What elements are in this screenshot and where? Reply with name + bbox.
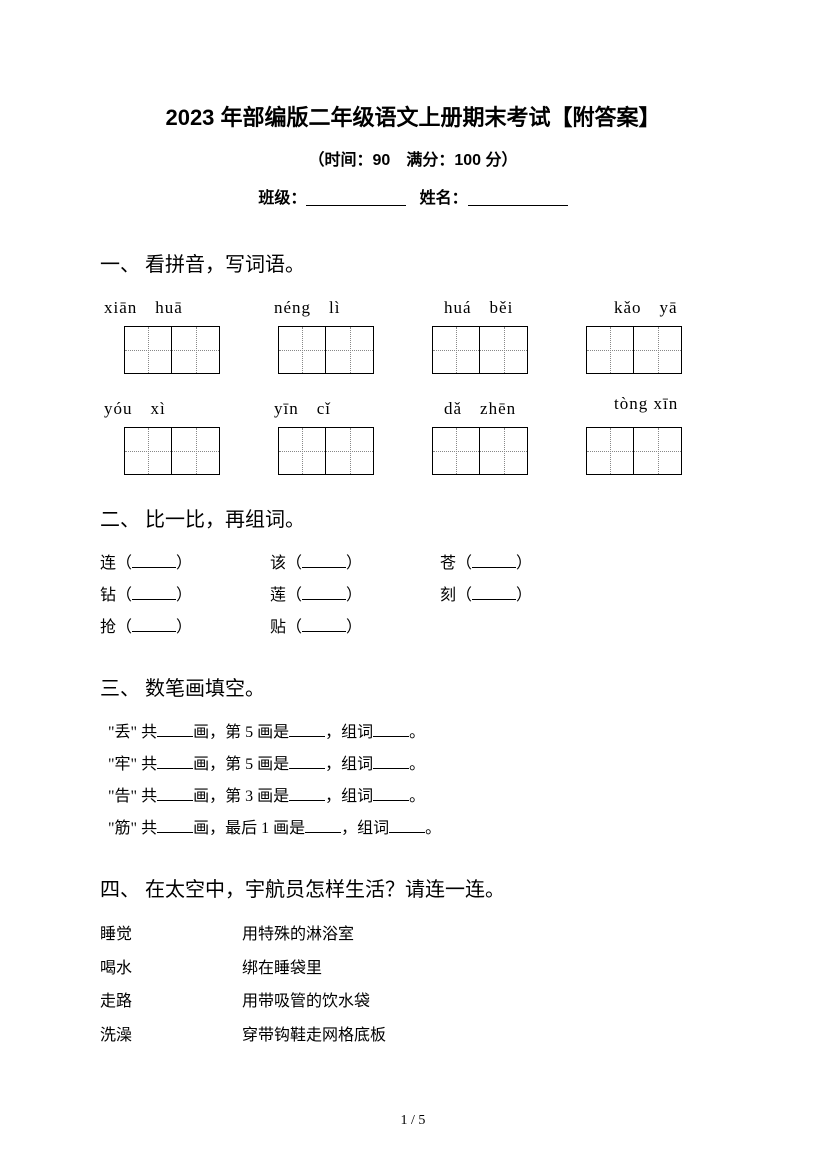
answer-blank[interactable] (302, 618, 346, 632)
answer-blank[interactable] (289, 755, 325, 769)
stroke-line: "告" 共画，第 3 画是，组词。 (100, 781, 726, 813)
char-box-group[interactable] (432, 427, 528, 475)
subtitle: （时间：90 满分：100 分） (100, 146, 726, 170)
section-2-title: 二、 比一比，再组词。 (100, 503, 726, 532)
stroke-line: "牢" 共画，第 5 画是，组词。 (100, 749, 726, 781)
match-item[interactable]: 走路 (100, 985, 132, 1019)
char-box-group[interactable] (278, 326, 374, 374)
compare-grid: 连（） 该（） 苍（） 钻（） 莲（） 刻（） 抢（） 贴（） (100, 548, 726, 644)
stroke-line: "筋" 共画，最后 1 画是，组词。 (100, 813, 726, 845)
box-row-1 (100, 326, 726, 374)
answer-blank[interactable] (373, 723, 409, 737)
answer-blank[interactable] (373, 755, 409, 769)
pinyin-group: tòng xīn (614, 394, 726, 419)
compare-item: 抢（） (100, 612, 230, 644)
answer-blank[interactable] (472, 586, 516, 600)
answer-blank[interactable] (289, 787, 325, 801)
answer-blank[interactable] (157, 723, 193, 737)
pinyin-group: dǎ zhēn (444, 394, 556, 419)
char-box-group[interactable] (432, 326, 528, 374)
section-4-title: 四、 在太空中，宇航员怎样生活？请连一连。 (100, 873, 726, 902)
answer-blank[interactable] (157, 787, 193, 801)
match-item[interactable]: 绑在睡袋里 (242, 952, 386, 986)
answer-blank[interactable] (132, 554, 176, 568)
compare-item: 莲（） (270, 580, 400, 612)
answer-blank[interactable] (389, 819, 425, 833)
char-box-group[interactable] (124, 326, 220, 374)
compare-item: 该（） (270, 548, 400, 580)
class-label: 班级： (258, 190, 306, 207)
match-item[interactable]: 洗澡 (100, 1019, 132, 1053)
answer-blank[interactable] (305, 819, 341, 833)
section-1-title: 一、 看拼音，写词语。 (100, 248, 726, 277)
pinyin-row-1: xiān huā néng lì huá běi kǎo yā (100, 293, 726, 318)
char-box-group[interactable] (124, 427, 220, 475)
answer-blank[interactable] (302, 554, 346, 568)
compare-item: 苍（） (440, 548, 570, 580)
pinyin-group: yóu xì (104, 394, 216, 419)
section-3-title: 三、 数笔画填空。 (100, 672, 726, 701)
pinyin-group: kǎo yā (614, 293, 726, 318)
compare-item: 刻（） (440, 580, 570, 612)
answer-blank[interactable] (373, 787, 409, 801)
compare-item: 贴（） (270, 612, 400, 644)
pinyin-group: huá běi (444, 293, 556, 318)
name-label: 姓名： (420, 190, 468, 207)
student-info: 班级： 姓名： (100, 184, 726, 208)
name-blank[interactable] (468, 190, 568, 206)
pinyin-row-2: yóu xì yīn cǐ dǎ zhēn tòng xīn (100, 394, 726, 419)
match-grid: 睡觉 喝水 走路 洗澡 用特殊的淋浴室 绑在睡袋里 用带吸管的饮水袋 穿带钩鞋走… (100, 918, 726, 1052)
match-item[interactable]: 喝水 (100, 952, 132, 986)
page-title: 2023 年部编版二年级语文上册期末考试【附答案】 (100, 100, 726, 132)
answer-blank[interactable] (302, 586, 346, 600)
char-box-group[interactable] (586, 326, 682, 374)
pinyin-group: néng lì (274, 293, 386, 318)
page-number: 1 / 5 (0, 1113, 826, 1129)
match-left-col: 睡觉 喝水 走路 洗澡 (100, 918, 132, 1052)
box-row-2 (100, 427, 726, 475)
match-item[interactable]: 用带吸管的饮水袋 (242, 985, 386, 1019)
compare-item: 钻（） (100, 580, 230, 612)
answer-blank[interactable] (157, 819, 193, 833)
answer-blank[interactable] (472, 554, 516, 568)
answer-blank[interactable] (157, 755, 193, 769)
pinyin-group: yīn cǐ (274, 394, 386, 419)
match-item[interactable]: 用特殊的淋浴室 (242, 918, 386, 952)
stroke-line: "丢" 共画，第 5 画是，组词。 (100, 717, 726, 749)
compare-item: 连（） (100, 548, 230, 580)
answer-blank[interactable] (132, 618, 176, 632)
match-item[interactable]: 睡觉 (100, 918, 132, 952)
answer-blank[interactable] (289, 723, 325, 737)
char-box-group[interactable] (278, 427, 374, 475)
answer-blank[interactable] (132, 586, 176, 600)
pinyin-group: xiān huā (104, 293, 216, 318)
match-item[interactable]: 穿带钩鞋走网格底板 (242, 1019, 386, 1053)
class-blank[interactable] (306, 190, 406, 206)
match-right-col: 用特殊的淋浴室 绑在睡袋里 用带吸管的饮水袋 穿带钩鞋走网格底板 (242, 918, 386, 1052)
char-box-group[interactable] (586, 427, 682, 475)
